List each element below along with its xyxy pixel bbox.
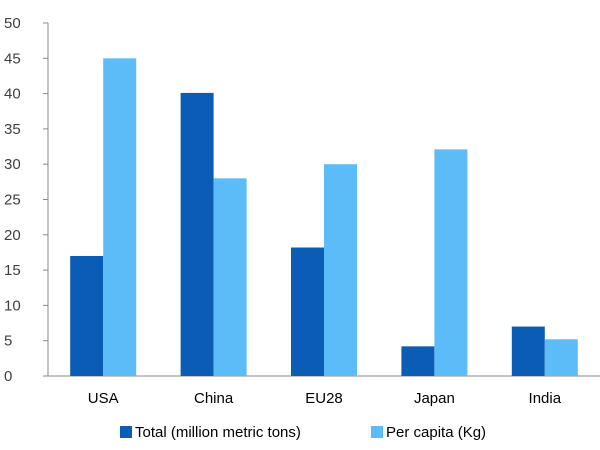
y-tick-label: 5 — [4, 333, 12, 350]
legend-swatch-total — [120, 426, 132, 438]
y-tick-label: 10 — [4, 297, 21, 314]
legend-label-total: Total (million metric tons) — [135, 424, 301, 441]
y-tick-label: 40 — [4, 86, 21, 103]
y-tick-label: 30 — [4, 156, 21, 173]
y-tick-label: 50 — [4, 15, 21, 32]
y-tick-label: 15 — [4, 262, 21, 279]
bar-eu28-series-2 — [324, 164, 357, 376]
x-category-label: Japan — [414, 390, 455, 407]
x-category-label: EU28 — [305, 390, 343, 407]
bar-japan-series-2 — [434, 149, 468, 376]
y-tick-label: 20 — [4, 227, 21, 244]
x-category-label: India — [529, 390, 562, 407]
bar-eu28-series-1 — [291, 247, 324, 376]
bar-india-series-2 — [544, 339, 578, 376]
bar-china-series-2 — [213, 178, 247, 376]
y-tick-label: 45 — [4, 50, 21, 67]
bar-usa-series-1 — [70, 255, 104, 376]
legend: Total (million metric tons) Per capita (… — [120, 424, 486, 441]
legend-swatch-per-capita — [371, 426, 383, 438]
bar-india-series-1 — [511, 326, 545, 376]
bar-group — [70, 58, 578, 377]
x-axis: USA China EU28 Japan India — [48, 375, 600, 407]
bar-japan-series-1 — [401, 346, 435, 376]
y-tick-label: 35 — [4, 121, 21, 138]
y-tick-label: 0 — [4, 368, 12, 385]
x-category-label: USA — [88, 390, 119, 407]
x-category-label: China — [194, 390, 234, 407]
y-tick-label: 25 — [4, 192, 21, 209]
legend-label-per-capita: Per capita (Kg) — [386, 424, 486, 441]
y-axis: 0 5 10 15 20 25 30 35 40 45 50 — [4, 15, 49, 385]
bar-usa-series-2 — [103, 58, 137, 377]
bar-china-series-1 — [180, 92, 214, 377]
